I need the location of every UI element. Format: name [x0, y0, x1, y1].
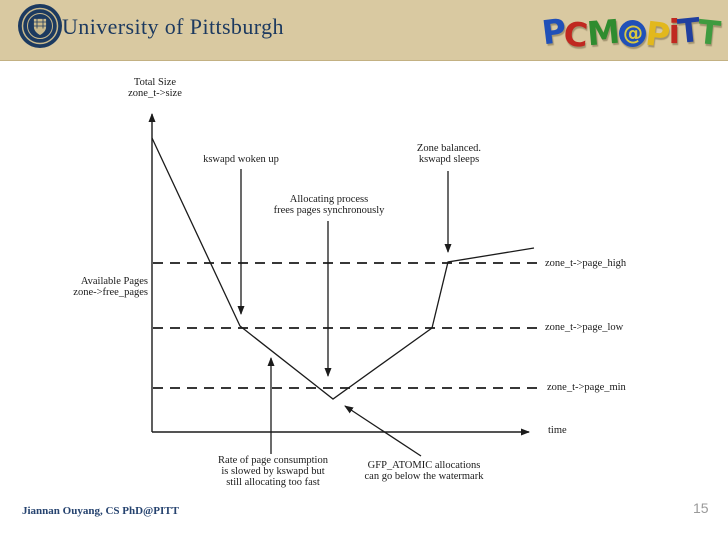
author-credit: Jiannan Ouyang, CS PhD@PITT [22, 505, 179, 517]
time-axis-label: time [548, 425, 567, 436]
y-axis-label: Total Size zone_t->size [128, 77, 182, 99]
allocating-process-label: Allocating process frees pages synchrono… [273, 194, 385, 216]
logo-letter: @ [619, 19, 647, 47]
kswapd-woken-up-label: kswapd woken up [203, 154, 279, 165]
rate-of-consumption-label: Rate of page consumption is slowed by ks… [218, 455, 328, 488]
page-number: 15 [693, 500, 709, 516]
watermark-min-label: zone_t->page_min [547, 382, 626, 393]
watermark-low-label: zone_t->page_low [545, 322, 624, 333]
available-pages-label: Available Pages zone->free_pages [73, 276, 148, 298]
gfp-atomic-label: GFP_ATOMIC allocations can go below the … [364, 460, 484, 482]
university-title: University of Pittsburgh [62, 14, 284, 39]
logo-letter: i [668, 11, 680, 51]
zone-balanced-label: Zone balanced. kswapd sleeps [416, 143, 482, 165]
watermark-high-label: zone_t->page_high [545, 258, 627, 269]
pitt-seal-icon [18, 4, 62, 48]
